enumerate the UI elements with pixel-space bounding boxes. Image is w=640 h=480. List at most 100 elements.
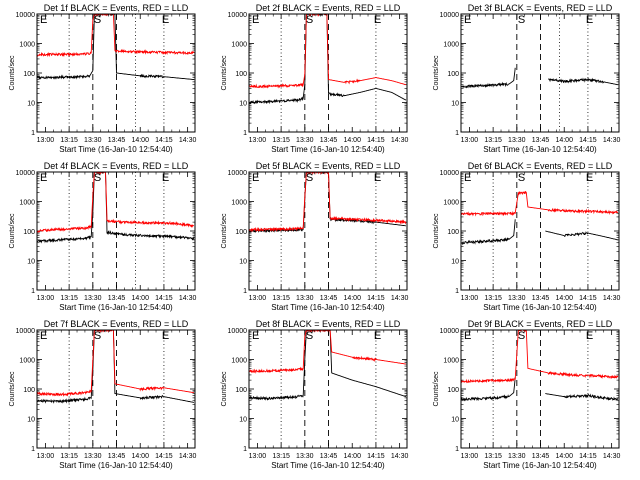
detector-panel-5: Det 5f BLACK = Events, RED = LLD Start Ti… [221, 161, 408, 312]
y-tick-label: 1000 [19, 200, 35, 207]
interval-marker-label: E [586, 14, 593, 26]
y-tick-label: 1 [31, 130, 35, 137]
y-axis-label: Counts/sec [433, 55, 440, 91]
y-tick-label: 1000 [443, 358, 459, 365]
x-axis-label: Start Time (16-Jan-10 12:54:40) [271, 461, 385, 470]
y-tick-label: 1000 [443, 200, 459, 207]
x-axis-label: Start Time (16-Jan-10 12:54:40) [483, 145, 597, 154]
x-tick-label: 13:45 [532, 453, 550, 460]
y-tick-label: 1000 [19, 358, 35, 365]
events-series-line [548, 77, 618, 86]
x-tick-label: 14:00 [343, 453, 361, 460]
interval-marker-label: E [586, 172, 593, 184]
y-tick-label: 10000 [440, 12, 460, 19]
x-tick-label: 14:00 [555, 453, 573, 460]
x-tick-label: 13:15 [60, 137, 78, 144]
y-axis-label: Counts/sec [9, 371, 16, 407]
interval-marker-label: E [374, 330, 381, 342]
plot-frame [36, 171, 196, 291]
y-tick-label: 1000 [231, 200, 247, 207]
x-tick-label: 14:30 [391, 137, 409, 144]
x-tick-label: 13:15 [272, 295, 290, 302]
x-tick-label: 14:30 [391, 453, 409, 460]
detector-panel-8: Det 8f BLACK = Events, RED = LLD Start Ti… [221, 319, 408, 470]
interval-marker-label: E [252, 330, 259, 342]
events-series-line [249, 172, 406, 234]
lld-series-line [461, 330, 619, 384]
series-group [249, 14, 407, 105]
x-tick-label: 14:30 [603, 137, 621, 144]
y-tick-label: 10 [239, 101, 247, 108]
y-tick-label: 1 [243, 288, 247, 295]
x-tick-label: 13:15 [272, 137, 290, 144]
interval-marker-label: S [306, 14, 313, 26]
x-tick-label: 13:45 [320, 295, 338, 302]
panel-title: Det 1f BLACK = Events, RED = LLD [44, 3, 189, 13]
x-axis-label: Start Time (16-Jan-10 12:54:40) [271, 303, 385, 312]
x-tick-label: 14:30 [179, 137, 197, 144]
interval-marker-label: E [374, 172, 381, 184]
series-group [37, 172, 195, 244]
panel-title: Det 5f BLACK = Events, RED = LLD [256, 161, 401, 171]
x-tick-label: 13:45 [320, 453, 338, 460]
y-tick-label: 1000 [231, 42, 247, 49]
y-tick-label: 1000 [443, 42, 459, 49]
y-tick-label: 10000 [228, 12, 248, 19]
y-tick-label: 100 [235, 229, 247, 236]
y-tick-label: 10000 [440, 170, 460, 177]
y-tick-label: 10 [239, 417, 247, 424]
x-axis-label: Start Time (16-Jan-10 12:54:40) [483, 303, 597, 312]
y-tick-label: 100 [23, 387, 35, 394]
x-tick-label: 14:00 [131, 453, 149, 460]
y-tick-label: 100 [447, 387, 459, 394]
y-axis-label: Counts/sec [221, 213, 228, 249]
panel-title: Det 4f BLACK = Events, RED = LLD [44, 161, 189, 171]
x-tick-label: 13:00 [461, 453, 479, 460]
detector-panel-4: Det 4f BLACK = Events, RED = LLD Start Ti… [9, 161, 196, 312]
x-tick-label: 13:15 [484, 453, 502, 460]
plot-frame [36, 329, 196, 449]
lld-series-line [461, 191, 619, 217]
series-group [249, 172, 407, 234]
interval-marker-label: E [464, 330, 471, 342]
interval-marker-label: E [464, 14, 471, 26]
series-group [37, 14, 195, 80]
x-tick-label: 13:45 [108, 295, 126, 302]
x-tick-label: 14:30 [391, 295, 409, 302]
y-axis-label: Counts/sec [9, 213, 16, 249]
y-tick-label: 10000 [228, 328, 248, 335]
plot-frame [248, 171, 408, 291]
y-axis-label: Counts/sec [433, 213, 440, 249]
x-tick-label: 13:45 [108, 453, 126, 460]
x-tick-label: 14:15 [367, 453, 385, 460]
x-tick-label: 14:00 [343, 295, 361, 302]
interval-marker-label: E [40, 14, 47, 26]
y-tick-label: 10000 [16, 12, 36, 19]
plot-frame [36, 13, 196, 133]
events-series-line [461, 219, 516, 246]
interval-marker-label: E [464, 172, 471, 184]
y-tick-label: 100 [447, 229, 459, 236]
x-tick-label: 13:00 [461, 137, 479, 144]
x-tick-label: 14:00 [131, 137, 149, 144]
panel-title: Det 3f BLACK = Events, RED = LLD [468, 3, 613, 13]
interval-marker-label: S [94, 172, 101, 184]
x-tick-label: 13:30 [508, 453, 526, 460]
panel-title: Det 2f BLACK = Events, RED = LLD [256, 3, 401, 13]
y-tick-label: 1 [243, 130, 247, 137]
x-axis-label: Start Time (16-Jan-10 12:54:40) [59, 461, 173, 470]
x-tick-label: 13:30 [296, 295, 314, 302]
series-group [249, 330, 407, 401]
y-tick-label: 10 [451, 417, 459, 424]
x-tick-label: 14:15 [155, 137, 173, 144]
x-tick-label: 13:15 [272, 453, 290, 460]
x-tick-label: 13:00 [37, 453, 55, 460]
y-tick-label: 1000 [231, 358, 247, 365]
series-group [37, 330, 195, 404]
y-tick-label: 1 [31, 288, 35, 295]
x-tick-label: 13:00 [249, 295, 267, 302]
detector-panel-1: Det 1f BLACK = Events, RED = LLD Start Ti… [9, 3, 196, 154]
y-tick-label: 10 [239, 259, 247, 266]
x-tick-label: 13:15 [484, 137, 502, 144]
x-axis-label: Start Time (16-Jan-10 12:54:40) [59, 303, 173, 312]
